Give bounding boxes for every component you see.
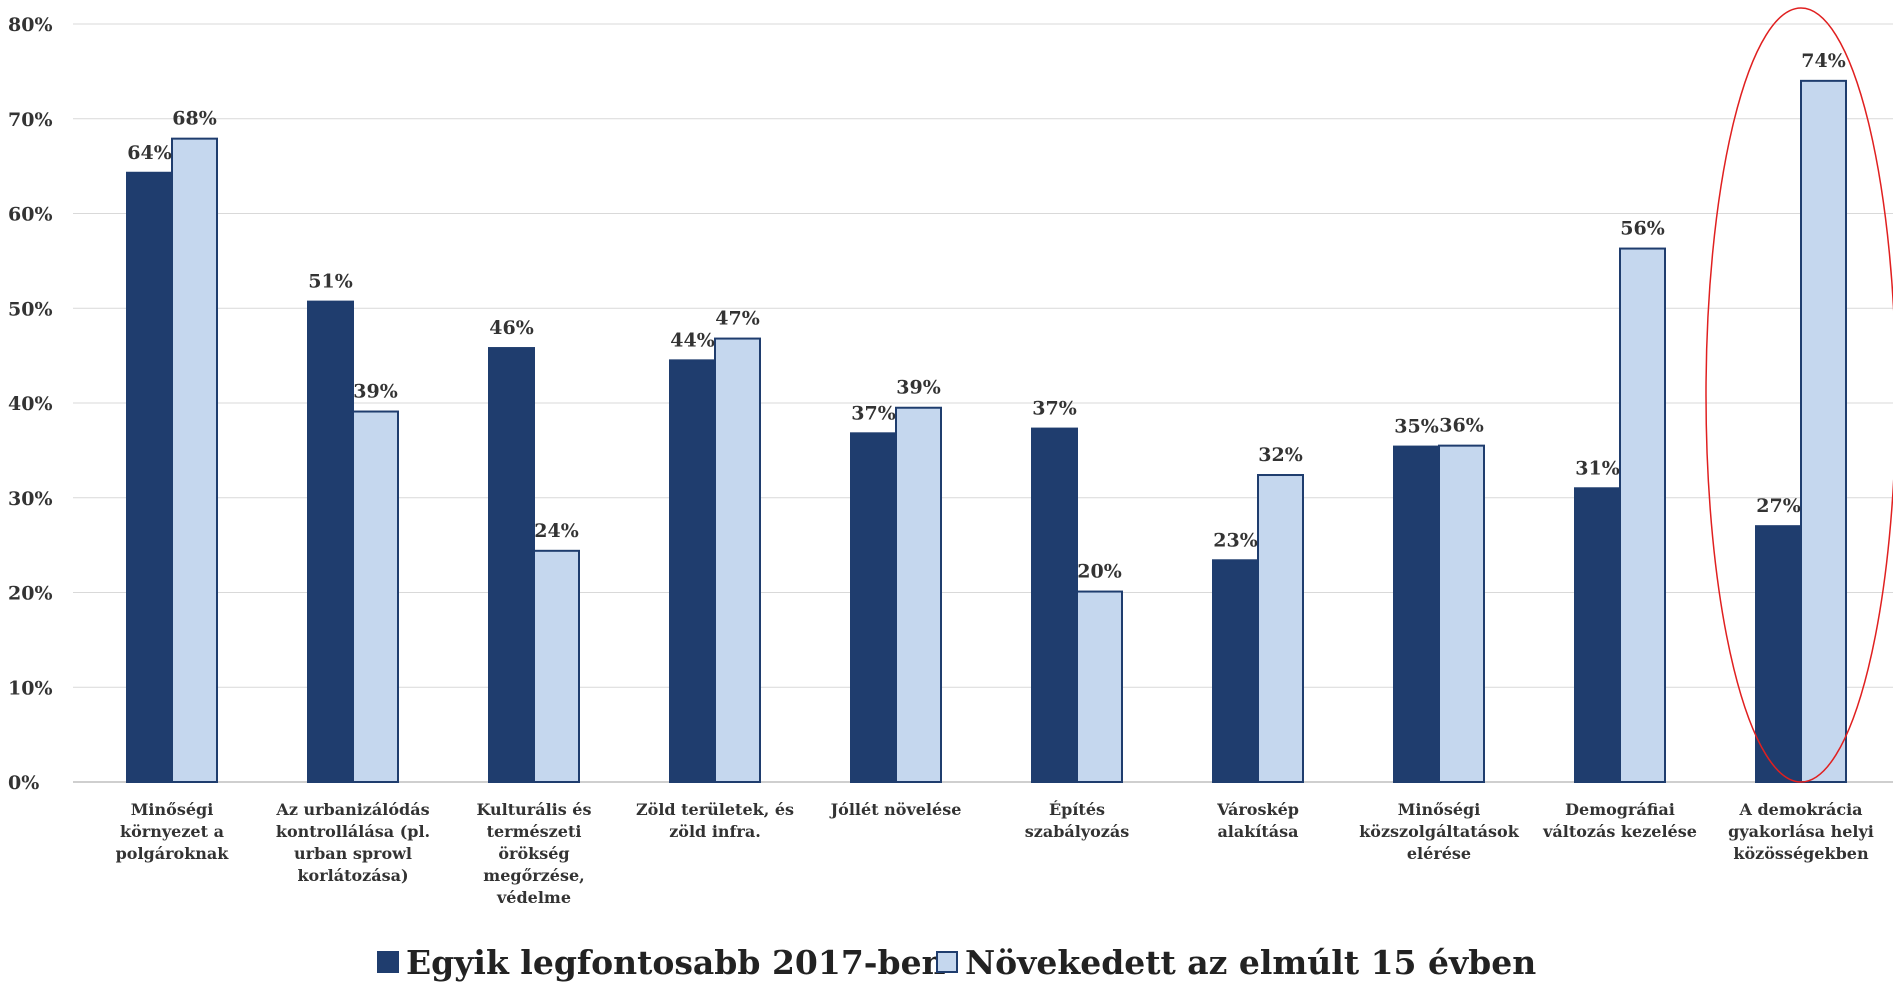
category-label: Minőségi környezet a polgároknak: [116, 800, 230, 863]
bar-secondary: [352, 410, 399, 783]
legend-label: Növekedett az elmúlt 15 évben: [965, 943, 1536, 982]
category-label-line: Minőségi: [131, 800, 214, 819]
bar-secondary: [714, 337, 761, 783]
data-label: 37%: [1032, 398, 1077, 420]
data-label: 24%: [534, 520, 579, 542]
category-label-line: gyakorlása helyi: [1728, 822, 1874, 841]
category-label-line: polgároknak: [116, 844, 230, 863]
y-tick-label: 30%: [8, 488, 53, 510]
y-tick-label: 50%: [8, 298, 53, 320]
data-label: 27%: [1756, 495, 1801, 517]
y-tick-label: 60%: [8, 204, 53, 226]
bar-secondary: [171, 137, 218, 783]
data-label: 39%: [896, 377, 941, 399]
data-label: 68%: [172, 108, 217, 130]
category-label: A demokrácia gyakorlása helyi közösségekbe…: [1728, 800, 1874, 863]
category-label-line: Demográfiai: [1565, 800, 1675, 819]
category-label-line: elérése: [1407, 844, 1471, 863]
data-label: 37%: [851, 402, 896, 424]
bar-primary: [307, 300, 354, 783]
category-label-line: közszolgáltatások: [1359, 822, 1520, 841]
bar-primary: [850, 432, 897, 783]
data-label: 36%: [1439, 415, 1484, 437]
data-label: 64%: [127, 142, 172, 164]
bar-primary: [488, 347, 535, 783]
category-label: Jóllét növelése: [829, 800, 962, 819]
category-label: Zöld területek, és zöld infra.: [636, 800, 794, 841]
category-label-line: közösségekben: [1733, 844, 1869, 863]
data-label: 23%: [1213, 529, 1258, 551]
category-label-line: urban sprowl: [294, 844, 412, 863]
data-label: 35%: [1394, 416, 1439, 438]
category-label-line: környezet a: [120, 822, 224, 841]
category-label-line: örökség: [498, 844, 569, 863]
y-tick-label: 70%: [8, 109, 53, 131]
data-label: 20%: [1077, 561, 1122, 583]
data-label: 51%: [308, 271, 353, 293]
category-label: Demográfiai változás kezelése: [1542, 800, 1697, 841]
data-label: 44%: [670, 329, 715, 351]
y-tick-label: 20%: [8, 583, 53, 605]
bar-secondary: [1076, 590, 1123, 783]
data-label: 31%: [1575, 457, 1620, 479]
y-tick-label: 40%: [8, 393, 53, 415]
category-label-line: megőrzése,: [483, 866, 584, 885]
bar-secondary: [1257, 474, 1304, 783]
data-label: 39%: [353, 381, 398, 403]
category-label-line: alakítása: [1217, 822, 1298, 841]
category-label-line: természeti: [487, 822, 582, 841]
bar-secondary: [1800, 79, 1847, 784]
category-label: Minőségi közszolgáltatások elérése: [1359, 800, 1520, 863]
data-label: 56%: [1620, 218, 1665, 240]
category-label: Kulturális és természeti örökség megőrzése,…: [476, 800, 591, 907]
category-label-line: Jóllét növelése: [829, 800, 962, 819]
bar-secondary: [1438, 444, 1485, 783]
highlight-ellipse: [1705, 7, 1893, 783]
category-label: Építés szabályozás: [1025, 799, 1130, 841]
data-label: 32%: [1258, 444, 1303, 466]
legend-swatch: [377, 951, 399, 973]
y-tick-label: 80%: [8, 14, 53, 36]
y-tick-label: 0%: [8, 772, 39, 794]
bar-primary: [1755, 525, 1802, 783]
category-label-line: kontrollálása (pl.: [276, 822, 430, 841]
category-label-line: Városkép: [1216, 800, 1299, 819]
category-label-line: szabályozás: [1025, 822, 1130, 841]
data-label: 47%: [715, 308, 760, 330]
category-label-line: változás kezelése: [1542, 822, 1697, 841]
bar-primary: [1393, 445, 1440, 783]
data-label: 46%: [489, 317, 534, 339]
bar-primary: [126, 171, 173, 783]
bar-primary: [1574, 487, 1621, 783]
category-label-line: zöld infra.: [669, 822, 761, 841]
category-label-line: Építés: [1049, 799, 1105, 819]
category-label-line: védelme: [496, 888, 571, 907]
category-label-line: Az urbanizálódás: [275, 800, 429, 819]
y-tick-label: 10%: [8, 677, 53, 699]
bar-primary: [1031, 427, 1078, 783]
bar-primary: [1212, 559, 1259, 783]
bar-secondary: [1619, 247, 1666, 783]
legend-swatch: [936, 951, 958, 973]
category-label-line: Kulturális és: [476, 800, 591, 819]
bar-secondary: [895, 406, 942, 783]
category-label-line: Minőségi: [1398, 800, 1481, 819]
data-label: 74%: [1801, 50, 1846, 72]
bar-primary: [669, 359, 716, 783]
category-label: Az urbanizálódás kontrollálása (pl. urban …: [275, 800, 430, 885]
category-label-line: Zöld területek, és: [636, 800, 794, 819]
legend-label: Egyik legfontosabb 2017-ben: [406, 943, 946, 982]
bar-secondary: [533, 549, 580, 783]
category-label-line: A demokrácia: [1738, 800, 1862, 819]
category-label-line: korlátozása): [297, 866, 408, 885]
category-label: Városkép alakítása: [1216, 800, 1299, 841]
